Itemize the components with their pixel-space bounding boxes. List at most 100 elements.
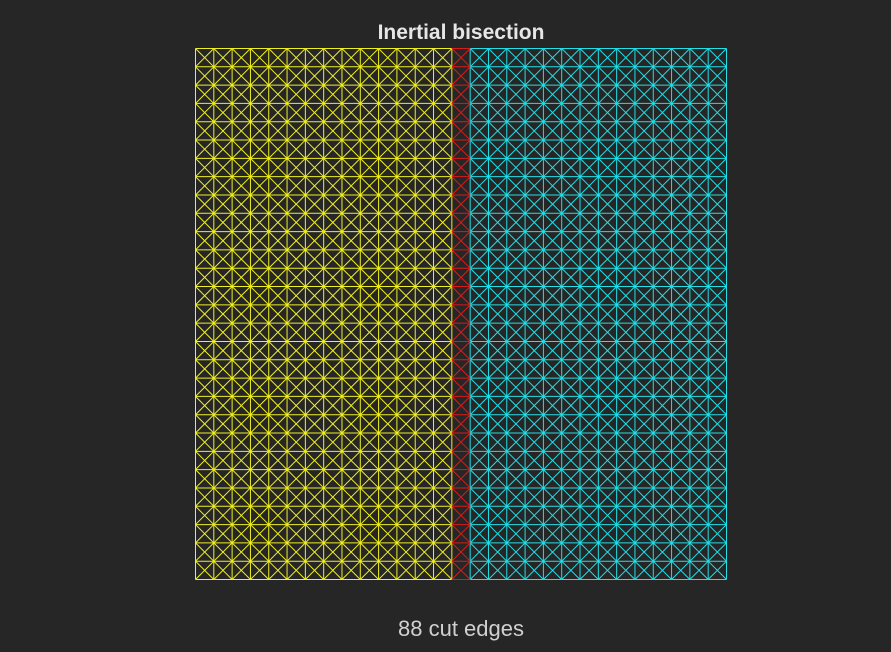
mesh-edge-partition-b [579,231,599,251]
mesh-edge-partition-b [543,450,563,470]
mesh-edge-partition-a [396,560,416,580]
mesh-edge-partition-a [378,432,398,452]
mesh-edge-partition-a [341,524,361,544]
mesh-edge-partition-b [469,560,489,580]
mesh-edge-cut [451,359,471,379]
mesh-edge-cut [451,48,471,68]
mesh-edge-partition-b [616,267,636,287]
mesh-edge-partition-b [579,322,599,342]
mesh-edge-partition-b [616,48,636,68]
mesh-edge-partition-a [213,304,233,324]
mesh-edge-partition-a [323,359,343,379]
mesh-edge-partition-b [469,505,489,525]
mesh-edge-partition-b [689,286,709,306]
mesh-edge-partition-b [634,176,654,196]
mesh-edge-partition-b [616,542,636,562]
mesh-edge-partition-a [250,212,270,232]
mesh-edge-partition-b [597,66,617,86]
mesh-edge-partition-b [616,322,636,342]
mesh-edge-partition-a [378,487,398,507]
mesh-edge-partition-b [579,414,599,434]
mesh-edge-partition-a [213,359,233,379]
mesh-edge-partition-a [305,286,325,306]
mesh-edge-partition-a [250,231,270,251]
mesh-edge-partition-b [579,84,599,104]
mesh-edge-cut [451,267,471,287]
mesh-edge-partition-b [634,194,654,214]
mesh-edge-partition-a [396,231,416,251]
mesh-edge-partition-b [579,396,599,416]
mesh-edge-partition-b [488,286,508,306]
mesh-edge-partition-a [414,158,434,178]
mesh-edge-partition-a [341,176,361,196]
mesh-edge-partition-b [506,396,526,416]
mesh-edge-partition-a [323,524,343,544]
mesh-edge-partition-b [543,249,563,269]
mesh-edge-partition-b [561,450,581,470]
mesh-edge-partition-b [671,158,691,178]
mesh-edge-cut [451,231,471,251]
mesh-edge-cut [451,524,471,544]
mesh-edge-partition-a [250,194,270,214]
mesh-edge-partition-a [433,304,453,324]
mesh-edge-partition-a [378,359,398,379]
mesh-edge-partition-b [506,450,526,470]
mesh-edge-partition-b [597,414,617,434]
mesh-edge-partition-a [359,560,379,580]
mesh-edge-partition-b [543,341,563,361]
mesh-edge-partition-b [469,304,489,324]
mesh-edge-partition-a [341,377,361,397]
mesh-edge-partition-a [231,194,251,214]
mesh-edge-partition-b [488,176,508,196]
mesh-edge-partition-b [616,432,636,452]
mesh-edge-partition-a [231,139,251,159]
mesh-edge-partition-b [469,487,489,507]
mesh-edge-partition-a [250,267,270,287]
mesh-edge-partition-b [543,359,563,379]
mesh-edge-partition-a [396,487,416,507]
mesh-edge-partition-a [250,322,270,342]
mesh-edge-partition-a [341,322,361,342]
mesh-edge-partition-a [359,103,379,123]
mesh-edge-partition-b [634,267,654,287]
mesh-edge-partition-a [341,103,361,123]
mesh-edge-partition-a [250,176,270,196]
mesh-edge-partition-a [305,469,325,489]
mesh-edge-partition-a [433,469,453,489]
mesh-edge-partition-a [195,267,215,287]
mesh-edge-partition-b [543,560,563,580]
mesh-edge-partition-b [671,377,691,397]
mesh-edge-partition-b [689,84,709,104]
mesh-edge-partition-a [433,103,453,123]
mesh-edge-partition-a [378,103,398,123]
mesh-edge-partition-a [323,212,343,232]
mesh-edge-partition-b [597,194,617,214]
mesh-edge-partition-b [561,359,581,379]
mesh-edge-partition-b [597,432,617,452]
mesh-edge-partition-b [524,414,544,434]
mesh-edge-partition-b [524,322,544,342]
mesh-edge-partition-a [195,341,215,361]
mesh-edge-partition-a [378,48,398,68]
mesh-edge-partition-a [341,304,361,324]
mesh-edge-partition-a [396,377,416,397]
mesh-edge-partition-b [543,377,563,397]
mesh-edge-partition-a [378,231,398,251]
mesh-edge-partition-a [286,158,306,178]
mesh-edge-partition-b [543,212,563,232]
mesh-edge-partition-b [488,267,508,287]
mesh-edge-partition-a [231,414,251,434]
mesh-edge-partition-b [707,560,727,580]
mesh-edge-partition-b [689,304,709,324]
mesh-edge-cut [451,432,471,452]
mesh-edge-partition-b [506,66,526,86]
mesh-edge-partition-b [707,505,727,525]
mesh-edge-partition-b [634,48,654,68]
mesh-edge-partition-a [231,121,251,141]
mesh-edge-partition-a [213,231,233,251]
mesh-edge-partition-a [414,377,434,397]
mesh-edge-partition-b [561,322,581,342]
mesh-edge-partition-b [543,121,563,141]
mesh-edge-partition-b [634,341,654,361]
mesh-edge-partition-a [286,359,306,379]
